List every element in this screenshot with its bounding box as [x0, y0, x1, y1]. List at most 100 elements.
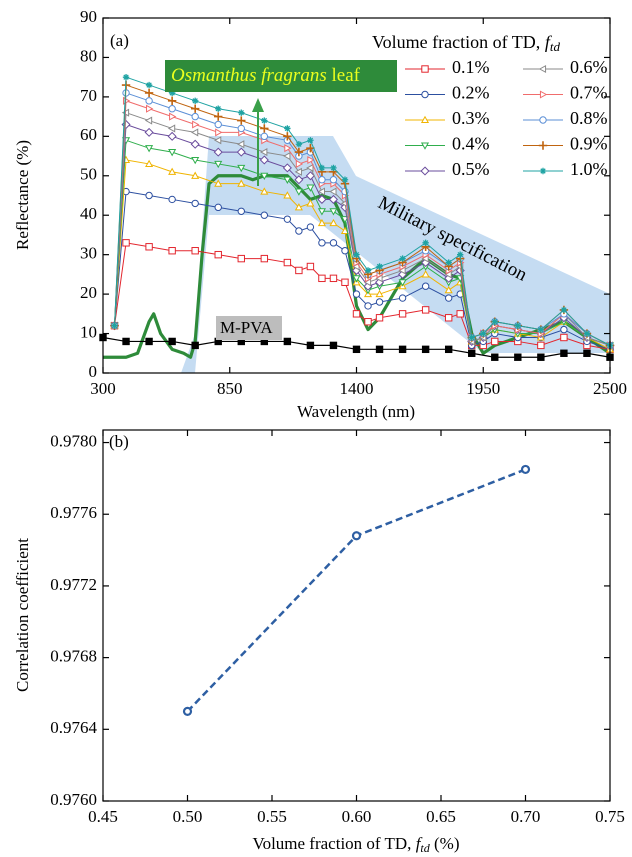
marker	[376, 263, 383, 270]
x-tick-label: 0.65	[426, 807, 456, 826]
y-tick-label: 0.9764	[50, 718, 97, 737]
marker	[420, 115, 430, 124]
marker	[421, 306, 430, 314]
marker	[259, 155, 269, 165]
marker	[260, 124, 269, 133]
marker	[364, 302, 372, 310]
x-tick-label: 1950	[466, 379, 500, 398]
legend-label: 0.1%	[452, 57, 490, 77]
marker	[352, 310, 361, 318]
marker	[420, 142, 430, 150]
marker	[168, 337, 176, 346]
marker	[375, 298, 384, 306]
marker	[260, 211, 269, 219]
panel-label: (a)	[110, 31, 129, 50]
marker	[538, 64, 547, 74]
marker	[421, 65, 429, 73]
marker	[122, 73, 130, 81]
marker	[144, 116, 153, 125]
marker	[214, 160, 223, 169]
m-pva-label: M-PVA	[220, 318, 273, 337]
legend-label: 0.4%	[452, 134, 490, 154]
marker	[537, 341, 545, 350]
marker	[190, 139, 200, 149]
point	[351, 531, 362, 541]
marker	[191, 112, 199, 121]
legend-label: 0.3%	[452, 108, 490, 128]
marker	[306, 199, 315, 207]
marker	[191, 341, 199, 350]
marker	[283, 337, 292, 346]
marker	[215, 128, 223, 137]
marker	[537, 326, 545, 333]
legend-title: Volume fraction of TD, ftd	[372, 32, 560, 54]
marker	[294, 147, 304, 157]
marker	[260, 187, 269, 195]
x-tick-label: 1400	[340, 379, 374, 398]
marker	[190, 128, 199, 137]
leaf-label-box	[165, 60, 397, 92]
marker	[237, 116, 246, 125]
marker	[213, 136, 222, 145]
marker	[341, 247, 349, 255]
marker	[283, 132, 292, 141]
marker	[317, 194, 327, 204]
marker	[295, 159, 304, 168]
marker	[480, 330, 487, 337]
x-axis-label: Volume fraction of TD, ftd (%)	[252, 834, 459, 855]
panel-label: (b)	[109, 432, 129, 451]
marker	[237, 207, 245, 215]
legend-label: 0.5%	[452, 159, 490, 179]
marker	[145, 97, 153, 105]
marker	[329, 274, 338, 283]
marker	[145, 81, 153, 89]
marker	[444, 285, 453, 294]
marker	[341, 176, 349, 183]
marker	[422, 239, 429, 247]
point	[520, 464, 531, 475]
marker	[260, 254, 269, 263]
marker	[282, 163, 292, 173]
marker	[260, 148, 268, 157]
marker	[329, 208, 338, 216]
marker	[375, 289, 384, 298]
marker	[295, 227, 303, 235]
marker	[306, 184, 315, 192]
marker	[214, 120, 222, 129]
marker	[583, 349, 591, 357]
marker	[305, 171, 315, 181]
marker	[167, 124, 176, 133]
marker	[353, 251, 360, 258]
marker	[375, 314, 384, 322]
marker	[236, 147, 246, 157]
marker	[330, 164, 337, 172]
marker	[539, 116, 547, 124]
plot-a: 300 850 1400 1950 2500 0 10 20 30 40 50 60 70 80 90 0.1…	[80, 7, 627, 398]
marker	[168, 247, 176, 255]
marker	[306, 163, 314, 172]
marker	[284, 125, 291, 132]
marker	[238, 109, 245, 116]
legend-label: 1.0%	[570, 159, 608, 179]
marker	[167, 96, 177, 106]
marker	[214, 112, 223, 121]
y-tick-label: 60	[80, 125, 97, 144]
marker	[295, 141, 303, 148]
marker	[317, 218, 326, 227]
marker	[191, 171, 200, 179]
marker	[583, 330, 591, 337]
marker	[307, 137, 314, 144]
marker	[306, 262, 315, 271]
marker	[283, 191, 292, 199]
marker	[307, 155, 315, 165]
marker	[260, 172, 269, 181]
marker	[352, 345, 361, 354]
leaf-arrowhead	[252, 98, 264, 112]
marker	[537, 353, 545, 361]
marker	[214, 250, 222, 259]
marker	[260, 132, 269, 141]
marker	[294, 175, 304, 185]
marker	[294, 188, 303, 196]
marker	[167, 131, 177, 141]
legend-title-text: Volume fraction of TD,	[372, 32, 545, 52]
